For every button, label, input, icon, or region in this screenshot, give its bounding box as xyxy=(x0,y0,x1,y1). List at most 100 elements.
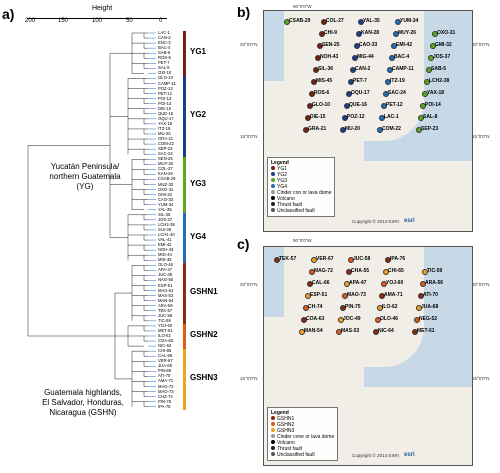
site-marker[interactable] xyxy=(356,31,362,37)
site-marker[interactable] xyxy=(303,127,309,133)
leaf-label: MET-61 xyxy=(158,327,173,333)
legend-item-label: Thrust fault xyxy=(277,202,303,208)
panel-b-lat-left-top: 20°0'0"N xyxy=(240,42,258,47)
site-marker[interactable] xyxy=(352,55,358,61)
site-marker[interactable] xyxy=(422,91,428,97)
leaf-label: CAO-33 xyxy=(158,196,174,202)
site-marker[interactable] xyxy=(274,257,280,263)
site-marker[interactable] xyxy=(393,31,399,37)
site-label: OXO-31 xyxy=(437,30,456,36)
site-marker[interactable] xyxy=(336,329,342,335)
site-marker[interactable] xyxy=(354,43,360,49)
site-marker[interactable] xyxy=(301,317,307,323)
site-marker[interactable] xyxy=(313,67,319,73)
site-marker[interactable] xyxy=(416,127,422,133)
site-marker[interactable] xyxy=(381,103,387,109)
site-marker[interactable] xyxy=(309,91,315,97)
site-marker[interactable] xyxy=(348,257,354,263)
leaf-label: ATI-70 xyxy=(158,373,171,379)
panel-c-label: c) xyxy=(237,236,250,252)
site-marker[interactable] xyxy=(317,43,323,49)
site-marker[interactable] xyxy=(311,257,317,263)
site-marker[interactable] xyxy=(311,79,317,85)
leaf-label: VAL-41 xyxy=(158,237,172,243)
site-marker[interactable] xyxy=(395,19,401,25)
site-label: OQU-17 xyxy=(351,90,370,96)
site-marker[interactable] xyxy=(389,55,395,61)
site-marker[interactable] xyxy=(307,103,313,109)
site-marker[interactable] xyxy=(315,55,321,61)
leaf-label: ILO-62 xyxy=(158,333,171,338)
site-marker[interactable] xyxy=(340,305,346,311)
site-marker[interactable] xyxy=(358,19,364,25)
leaf-label: SAB-5 xyxy=(158,50,171,56)
site-marker[interactable] xyxy=(416,305,422,311)
leaf-label: SEP-23 xyxy=(158,146,173,152)
leaf-label: PIN-69 xyxy=(158,368,172,374)
site-marker[interactable] xyxy=(373,329,379,335)
site-marker[interactable] xyxy=(430,43,436,49)
site-marker[interactable] xyxy=(284,19,290,25)
site-label: POZ-12 xyxy=(347,114,365,120)
site-marker[interactable] xyxy=(385,79,391,85)
site-marker[interactable] xyxy=(420,281,426,287)
site-label: MU-20 xyxy=(345,126,361,132)
site-marker[interactable] xyxy=(420,103,426,109)
site-marker[interactable] xyxy=(391,43,397,49)
site-label: MIG-44 xyxy=(357,54,374,60)
site-marker[interactable] xyxy=(418,115,424,121)
site-marker[interactable] xyxy=(385,257,391,263)
site-marker[interactable] xyxy=(346,269,352,275)
site-marker[interactable] xyxy=(377,305,383,311)
panel-c-lat-left-bottom: 15°0'0"N xyxy=(240,376,258,381)
group-bar xyxy=(183,157,186,213)
site-marker[interactable] xyxy=(426,67,432,73)
site-marker[interactable] xyxy=(344,281,350,287)
group-bar xyxy=(183,212,186,264)
site-marker[interactable] xyxy=(342,293,348,299)
site-marker[interactable] xyxy=(321,19,327,25)
leaf-label: GMI-32 xyxy=(158,191,172,197)
site-marker[interactable] xyxy=(299,329,305,335)
site-marker[interactable] xyxy=(379,293,385,299)
site-marker[interactable] xyxy=(346,91,352,97)
site-label: GMI-32 xyxy=(435,42,452,48)
site-marker[interactable] xyxy=(305,293,311,299)
site-marker[interactable] xyxy=(418,293,424,299)
site-marker[interactable] xyxy=(377,127,383,133)
site-marker[interactable] xyxy=(350,67,356,73)
site-label: SAB-5 xyxy=(431,66,447,72)
site-marker[interactable] xyxy=(379,115,385,121)
site-marker[interactable] xyxy=(432,31,438,37)
site-marker[interactable] xyxy=(340,127,346,133)
site-marker[interactable] xyxy=(348,79,354,85)
site-marker[interactable] xyxy=(303,305,309,311)
legend-item: YG1 xyxy=(271,166,331,172)
site-marker[interactable] xyxy=(305,115,311,121)
leaf-label: MIG-44 xyxy=(158,252,172,258)
site-marker[interactable] xyxy=(381,281,387,287)
site-marker[interactable] xyxy=(412,329,418,335)
leaf-label: VER-67 xyxy=(158,358,173,364)
site-marker[interactable] xyxy=(383,91,389,97)
site-marker[interactable] xyxy=(319,31,325,37)
site-marker[interactable] xyxy=(428,55,434,61)
site-marker[interactable] xyxy=(424,79,430,85)
leaf-label: YAX-18 xyxy=(158,120,173,126)
site-marker[interactable] xyxy=(383,269,389,275)
leaf-label: ENC-3 xyxy=(158,40,171,46)
site-label: COM-22 xyxy=(382,126,401,132)
panel-b-label: b) xyxy=(237,4,251,20)
site-marker[interactable] xyxy=(344,103,350,109)
site-marker[interactable] xyxy=(422,269,428,275)
leaf-label: QUE-16 xyxy=(158,110,174,116)
map-b: Legend YG1 YG2 YG3 YG4 Cinder con or lava dom… xyxy=(263,10,473,232)
leaf-label: CAMP-11 xyxy=(158,80,176,86)
site-marker[interactable] xyxy=(307,281,313,287)
site-marker[interactable] xyxy=(387,67,393,73)
site-marker[interactable] xyxy=(414,317,420,323)
site-marker[interactable] xyxy=(338,317,344,323)
site-marker[interactable] xyxy=(309,269,315,275)
site-marker[interactable] xyxy=(342,115,348,121)
site-marker[interactable] xyxy=(375,317,381,323)
